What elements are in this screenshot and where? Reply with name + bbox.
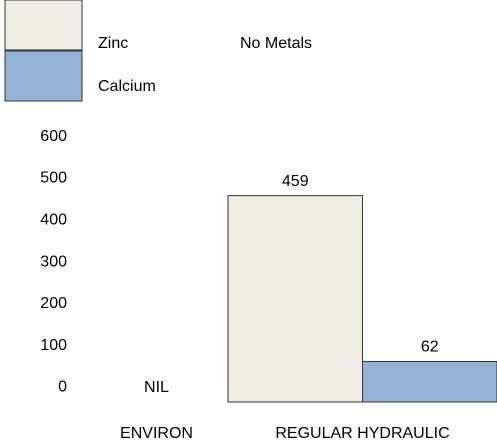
bar [362,360,497,403]
y-tick-label: 400 [40,211,67,228]
annotation: NIL [144,379,169,396]
y-tick-label: 300 [40,253,67,270]
x-tick-label: ENVIRON [120,425,193,442]
value-label: 62 [421,339,439,356]
legend-label: Calcium [98,78,156,95]
y-tick-label: 200 [40,295,67,312]
legend-label: Zinc [98,35,128,52]
y-tick-label: 100 [40,337,67,354]
bar [227,195,363,403]
legend-swatch [4,0,83,51]
legend-label: No Metals [240,35,312,52]
y-tick-label: 600 [40,128,67,145]
y-tick-label: 500 [40,170,67,187]
y-tick-label: 0 [58,379,67,396]
x-tick-label: REGULAR HYDRAULIC [275,425,449,442]
legend-swatch [4,50,83,102]
value-label: 459 [282,173,309,190]
